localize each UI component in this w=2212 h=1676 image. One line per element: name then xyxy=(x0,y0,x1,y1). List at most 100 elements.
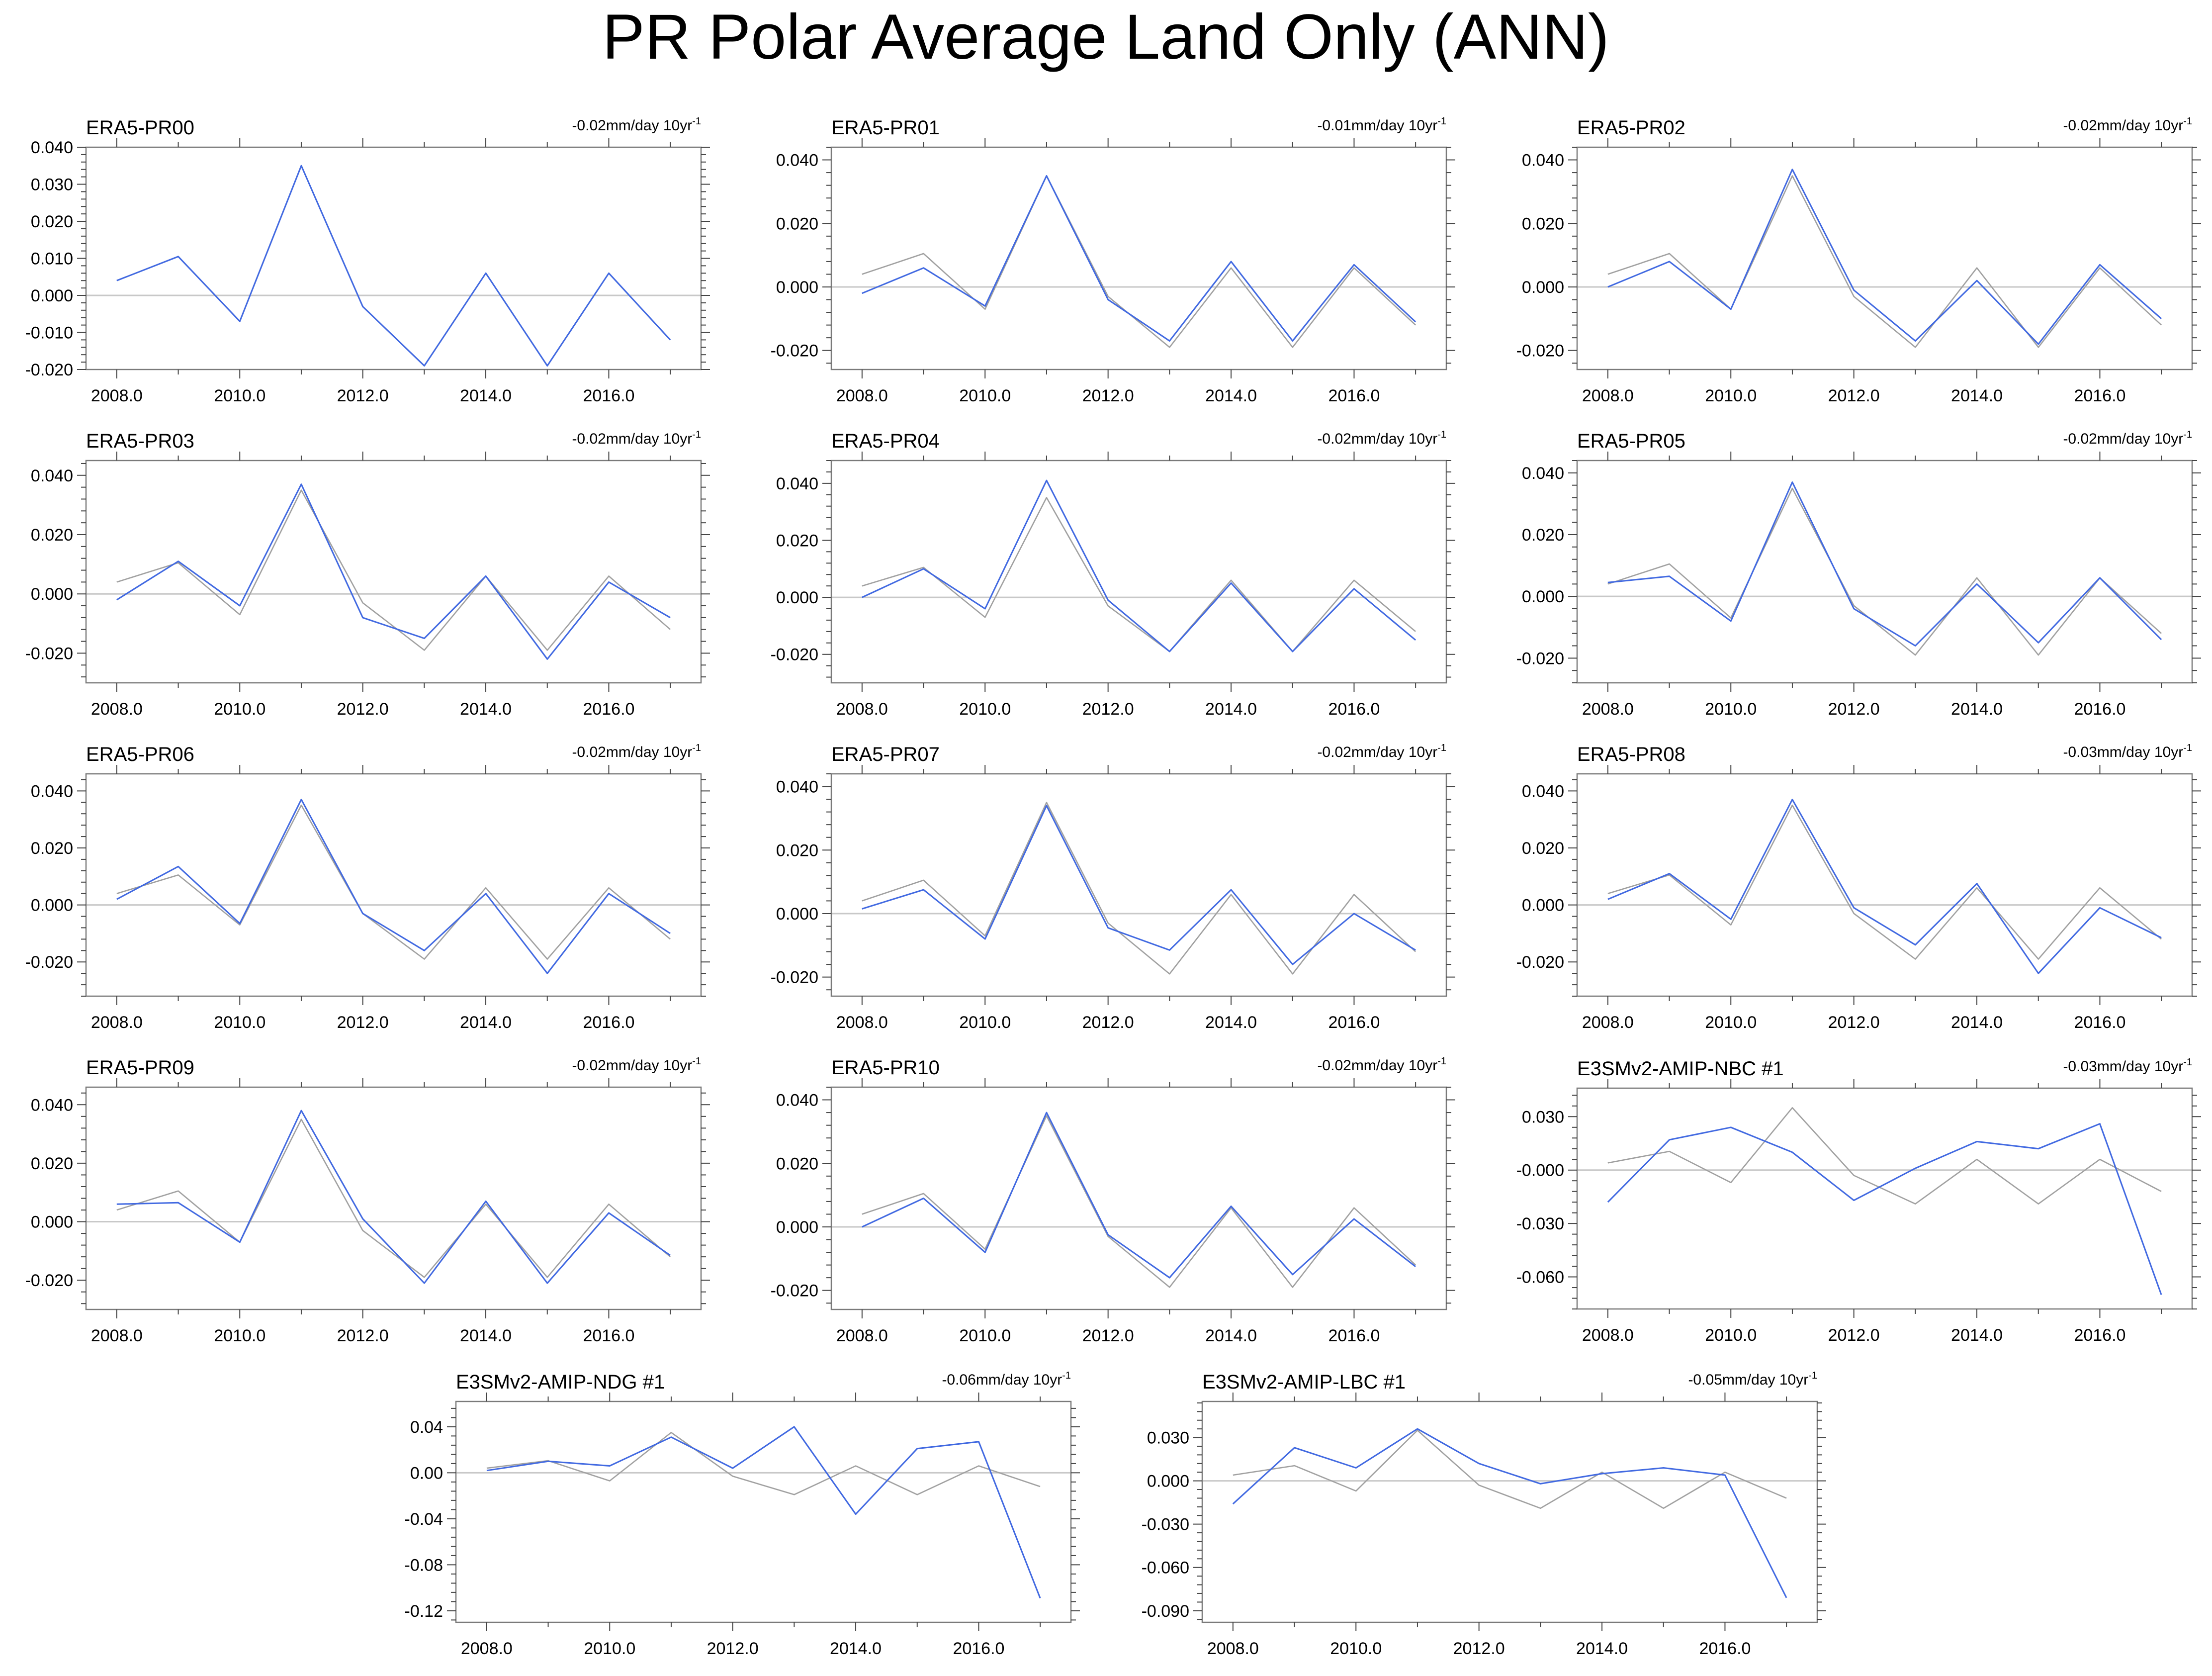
panel-14: 2008.0 2010.0 2012.0 2014.0 2016.0 0.030 0.000… xyxy=(1142,1370,1826,1658)
reference-series-line xyxy=(1607,487,2162,656)
x-tick-label: 2010.0 xyxy=(959,700,1011,719)
x-tick-label: 2016.0 xyxy=(1328,1013,1380,1032)
y-tick-label: -0.030 xyxy=(1142,1515,1189,1534)
panel-title: ERA5-PR08 xyxy=(1577,744,1685,765)
trend-label: -0.02mm/day 10yr-1 xyxy=(1317,743,1446,760)
x-tick-label: 2008.0 xyxy=(461,1639,513,1658)
x-tick-label: 2010.0 xyxy=(214,700,265,719)
panel-5: 2008.0 2010.0 2012.0 2014.0 2016.0 0.040 0.020… xyxy=(771,429,1455,719)
y-tick-label: -0.090 xyxy=(1142,1602,1189,1621)
model-series-line xyxy=(116,1110,671,1284)
model-series-line xyxy=(1607,799,2162,974)
reference-series-line xyxy=(116,1118,671,1278)
x-tick-label: 2012.0 xyxy=(1082,386,1134,405)
trend-exponent: -1 xyxy=(692,1056,701,1067)
y-tick-label: 0.000 xyxy=(1522,278,1564,297)
y-tick-label: 0.000 xyxy=(776,1218,818,1237)
reference-series-line xyxy=(862,497,1416,652)
model-series-line xyxy=(862,479,1416,652)
x-tick-label: 2012.0 xyxy=(1082,700,1134,719)
x-tick-label: 2014.0 xyxy=(1951,1013,2003,1032)
trend-exponent: -1 xyxy=(2183,116,2192,127)
x-tick-label: 2010.0 xyxy=(959,1013,1011,1032)
x-tick-label: 2016.0 xyxy=(2074,1326,2125,1345)
x-tick-label: 2014.0 xyxy=(830,1639,882,1658)
y-tick-label: 0.020 xyxy=(776,214,818,233)
y-tick-label: -0.08 xyxy=(405,1556,443,1575)
x-tick-label: 2010.0 xyxy=(959,1326,1011,1345)
model-series-line xyxy=(1607,481,2162,647)
trend-label: -0.02mm/day 10yr-1 xyxy=(2063,429,2192,447)
x-tick-label: 2016.0 xyxy=(583,1326,634,1345)
model-series-line xyxy=(862,1112,1416,1279)
x-tick-label: 2012.0 xyxy=(1828,1326,1880,1345)
model-series-line xyxy=(1607,1123,2162,1295)
trend-label: -0.02mm/day 10yr-1 xyxy=(1317,1056,1446,1074)
trend-exponent: -1 xyxy=(1062,1370,1071,1381)
trend-label: -0.05mm/day 10yr-1 xyxy=(1688,1370,1817,1388)
x-tick-label: 2012.0 xyxy=(337,700,389,719)
y-tick-label: 0.040 xyxy=(31,782,73,801)
y-tick-label: 0.040 xyxy=(1522,782,1564,801)
x-tick-label: 2012.0 xyxy=(707,1639,759,1658)
plot-frame xyxy=(1576,146,2193,371)
y-tick-label: -0.060 xyxy=(1516,1268,1564,1287)
y-tick-label: 0.040 xyxy=(31,1096,73,1115)
figure-title: PR Polar Average Land Only (ANN) xyxy=(602,1,1609,73)
y-tick-label: 0.000 xyxy=(31,1213,73,1232)
y-tick-label: -0.020 xyxy=(771,968,818,987)
x-tick-label: 2012.0 xyxy=(1082,1326,1134,1345)
reference-series-line xyxy=(1607,175,2162,348)
x-tick-label: 2010.0 xyxy=(959,386,1011,405)
plot-frame xyxy=(830,1086,1447,1310)
panel-4: 2008.0 2010.0 2012.0 2014.0 2016.0 0.040 0.020… xyxy=(25,429,710,719)
x-tick-label: 2014.0 xyxy=(460,700,512,719)
trend-label: -0.02mm/day 10yr-1 xyxy=(2063,116,2192,134)
y-tick-label: -0.020 xyxy=(25,1271,73,1290)
x-tick-label: 2010.0 xyxy=(1705,700,1757,719)
reference-series-line xyxy=(862,175,1416,348)
y-tick-label: 0.040 xyxy=(776,778,818,797)
y-tick-label: 0.000 xyxy=(1522,896,1564,915)
panel-title: E3SMv2-AMIP-NBC #1 xyxy=(1577,1058,1784,1080)
y-tick-label: 0.040 xyxy=(776,1091,818,1110)
y-tick-label: 0.000 xyxy=(1522,587,1564,606)
y-tick-label: 0.020 xyxy=(776,841,818,860)
y-tick-label: 0.020 xyxy=(1522,214,1564,233)
y-tick-label: 0.040 xyxy=(1522,151,1564,170)
y-tick-label: 0.040 xyxy=(776,151,818,170)
x-tick-label: 2008.0 xyxy=(836,1013,888,1032)
x-tick-label: 2010.0 xyxy=(214,386,265,405)
y-tick-label: -0.020 xyxy=(1516,649,1564,668)
reference-series-line xyxy=(116,804,671,960)
plot-frame xyxy=(830,146,1447,371)
plot-frame xyxy=(85,773,702,997)
panel-12: 2008.0 2010.0 2012.0 2014.0 2016.0 0.030 -0.00… xyxy=(1516,1057,2201,1345)
trend-label: -0.03mm/day 10yr-1 xyxy=(2063,743,2192,760)
y-tick-label: 0.040 xyxy=(31,138,73,157)
trend-label: -0.01mm/day 10yr-1 xyxy=(1317,116,1446,134)
plot-frame xyxy=(85,460,702,684)
panel-title: ERA5-PR01 xyxy=(831,117,940,139)
x-tick-label: 2016.0 xyxy=(1699,1639,1751,1658)
model-series-line xyxy=(116,799,671,974)
y-tick-label: -0.020 xyxy=(771,342,818,361)
panel-title: ERA5-PR04 xyxy=(831,430,940,452)
panel-title: E3SMv2-AMIP-LBC #1 xyxy=(1202,1371,1406,1393)
y-tick-label: -0.12 xyxy=(405,1602,443,1621)
x-tick-label: 2008.0 xyxy=(836,700,888,719)
x-tick-label: 2012.0 xyxy=(1828,700,1880,719)
trend-exponent: -1 xyxy=(1437,116,1446,127)
y-tick-label: 0.030 xyxy=(1147,1429,1189,1448)
x-tick-label: 2012.0 xyxy=(1082,1013,1134,1032)
y-tick-label: 0.020 xyxy=(1522,839,1564,858)
trend-exponent: -1 xyxy=(2183,743,2192,753)
panel-9: 2008.0 2010.0 2012.0 2014.0 2016.0 0.040 0.020… xyxy=(1516,743,2201,1032)
y-tick-label: 0.000 xyxy=(31,585,73,604)
x-tick-label: 2008.0 xyxy=(1582,386,1634,405)
trend-exponent: -1 xyxy=(692,429,701,440)
panel-7: 2008.0 2010.0 2012.0 2014.0 2016.0 0.040 0.020… xyxy=(25,743,710,1032)
y-tick-label: 0.020 xyxy=(31,839,73,858)
reference-series-line xyxy=(1233,1429,1787,1509)
